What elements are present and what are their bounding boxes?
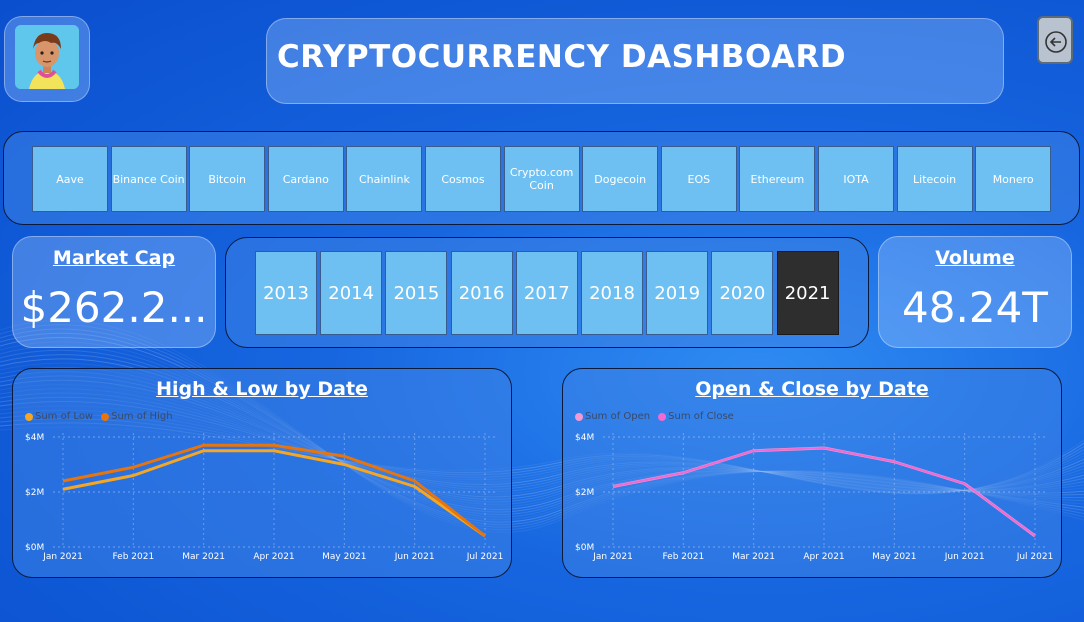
coin-tile[interactable]: Aave	[32, 146, 108, 212]
x-tick-label: Jun 2021	[394, 552, 435, 562]
year-slicer: 2013 2014 2015 2016 2017 2018 2019 2020 2021	[225, 237, 869, 348]
x-tick-label: Mar 2021	[182, 552, 225, 562]
chart-title: Open & Close by Date	[695, 378, 929, 400]
series-line[interactable]	[612, 447, 1036, 537]
line-chart: $0M $2M $4M Jan 2021 Feb 2021 Mar 2021 Apr 202…	[25, 433, 504, 562]
x-tick-label: Jan 2021	[592, 552, 633, 562]
avatar-card[interactable]	[4, 16, 90, 102]
avatar[interactable]	[15, 25, 79, 89]
volume-value: 48.24T	[902, 283, 1048, 332]
coin-tile[interactable]: Dogecoin	[582, 146, 659, 212]
y-tick-label: $4M	[575, 433, 594, 443]
year-tile[interactable]: 2014	[320, 251, 383, 335]
coin-tile[interactable]: Cardano	[267, 146, 344, 212]
line-chart: $0M $2M $4M Jan 2021 Feb 2021 Mar 2021 Apr 202…	[575, 433, 1054, 562]
market-cap-card: Market Cap $262.2...	[12, 236, 216, 348]
year-tile[interactable]: 2017	[515, 251, 578, 335]
series-line[interactable]	[62, 443, 486, 538]
x-tick-label: Apr 2021	[253, 552, 294, 562]
coin-tile[interactable]: Crypto.com Coin	[503, 146, 580, 212]
page-title: CRYPTOCURRENCY DASHBOARD	[277, 39, 847, 75]
market-cap-label: Market Cap	[52, 247, 176, 269]
back-arrow-icon	[1045, 31, 1067, 53]
volume-label: Volume	[935, 247, 1015, 269]
series-line[interactable]	[62, 449, 486, 538]
back-button[interactable]	[1037, 16, 1073, 64]
coin-tile[interactable]: Ethereum	[739, 146, 816, 212]
legend-label: Sum of Low	[35, 411, 94, 422]
coin-tile[interactable]: Bitcoin	[189, 146, 266, 212]
coin-tile[interactable]: Monero	[975, 146, 1052, 212]
title-card: CRYPTOCURRENCY DASHBOARD	[266, 18, 1004, 104]
coin-tile[interactable]: Cosmos	[425, 146, 501, 212]
year-tile[interactable]: 2019	[646, 251, 709, 335]
coin-tile[interactable]: Litecoin	[896, 146, 973, 212]
coin-tile[interactable]: Binance Coin	[110, 146, 187, 212]
year-tile[interactable]: 2021	[776, 251, 839, 335]
x-tick-label: May 2021	[872, 552, 916, 562]
legend-marker	[575, 412, 583, 421]
x-tick-label: Jul 2021	[1016, 552, 1054, 562]
x-tick-label: Feb 2021	[662, 552, 704, 562]
year-tile[interactable]: 2016	[450, 251, 513, 335]
legend-label: Sum of High	[111, 411, 173, 422]
legend-label: Sum of Open	[585, 411, 651, 422]
y-tick-label: $4M	[25, 433, 44, 443]
x-tick-label: Mar 2021	[732, 552, 775, 562]
x-tick-label: May 2021	[322, 552, 366, 562]
coin-tile[interactable]: Chainlink	[346, 146, 423, 212]
legend-marker	[101, 412, 110, 421]
market-cap-value: $262.2...	[20, 283, 208, 332]
coin-slicer: Aave Binance Coin Bitcoin Cardano Chainlink C…	[3, 131, 1080, 225]
y-tick-label: $2M	[25, 488, 44, 498]
x-tick-label: Jun 2021	[944, 552, 985, 562]
chart-legend: Sum of Low Sum of High	[25, 411, 177, 422]
volume-card: Volume 48.24T	[878, 236, 1072, 348]
legend-marker	[25, 412, 33, 421]
x-tick-label: Apr 2021	[803, 552, 844, 562]
y-tick-label: $0M	[575, 543, 594, 553]
legend-label: Sum of Close	[668, 411, 734, 422]
chart-legend: Sum of Open Sum of Close	[575, 411, 738, 422]
coin-tile[interactable]: IOTA	[818, 146, 894, 212]
coin-tile[interactable]: EOS	[660, 146, 737, 212]
x-tick-label: Feb 2021	[112, 552, 154, 562]
x-tick-label: Jul 2021	[466, 552, 504, 562]
open-close-chart-card: Open & Close by Date Sum of Open Sum of …	[562, 368, 1062, 578]
year-tile[interactable]: 2013	[255, 251, 317, 335]
high-low-chart-card: High & Low by Date Sum of Low Sum of Hig…	[12, 368, 512, 578]
year-tile[interactable]: 2015	[385, 251, 448, 335]
legend-marker	[658, 412, 667, 421]
x-tick-label: Jan 2021	[42, 552, 83, 562]
year-tile[interactable]: 2020	[711, 251, 774, 335]
y-tick-label: $2M	[575, 488, 594, 498]
chart-title: High & Low by Date	[156, 378, 368, 400]
year-tile[interactable]: 2018	[581, 251, 643, 335]
y-tick-label: $0M	[25, 543, 44, 553]
